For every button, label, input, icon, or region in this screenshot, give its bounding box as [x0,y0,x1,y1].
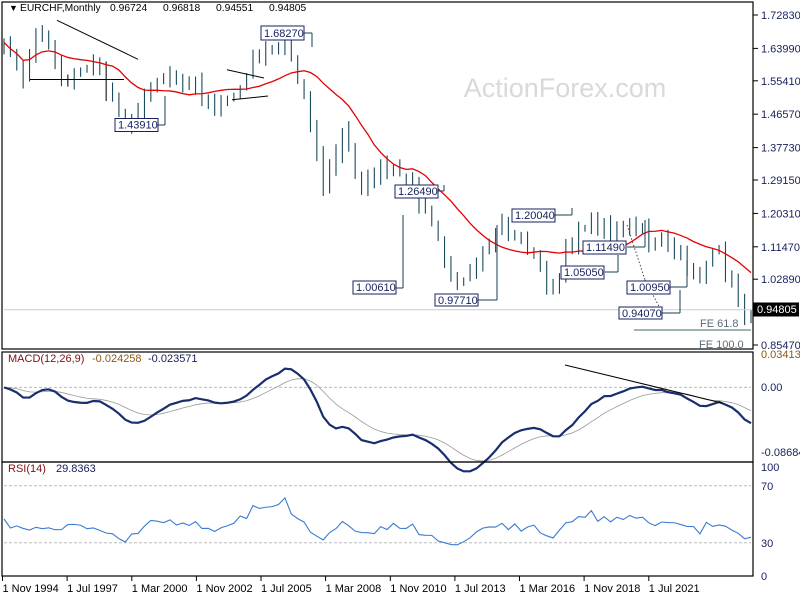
svg-text:1.11470: 1.11470 [761,242,800,254]
svg-text:0.85470: 0.85470 [761,340,800,352]
svg-text:1.63990: 1.63990 [761,43,800,55]
svg-text:1 Nov 2002: 1 Nov 2002 [196,583,252,595]
svg-text:1.68270: 1.68270 [264,28,304,40]
svg-text:100: 100 [761,462,779,474]
svg-text:70: 70 [761,481,773,493]
svg-text:0.94070: 0.94070 [622,308,662,320]
svg-text:0.94805: 0.94805 [269,3,306,14]
svg-text:0.96724: 0.96724 [110,3,147,14]
svg-text:0.00: 0.00 [761,382,782,394]
svg-text:0.96818: 0.96818 [163,3,200,14]
svg-text:-0.024258: -0.024258 [92,353,142,365]
svg-text:1 Jul 2013: 1 Jul 2013 [455,583,506,595]
svg-text:1.29150: 1.29150 [761,175,800,187]
svg-text:1.05050: 1.05050 [564,267,604,279]
svg-text:1.37730: 1.37730 [761,143,800,155]
svg-text:1 Nov 2018: 1 Nov 2018 [584,583,640,595]
svg-text:1 Mar 2016: 1 Mar 2016 [520,583,576,595]
svg-text:ActionForex.com: ActionForex.com [464,73,667,103]
svg-text:1.72830: 1.72830 [761,10,800,22]
svg-text:1.26490: 1.26490 [398,186,438,198]
svg-text:EURCHF,Monthly: EURCHF,Monthly [20,3,102,14]
svg-text:1 Jul 2005: 1 Jul 2005 [261,583,312,595]
svg-text:1.43910: 1.43910 [118,120,158,132]
svg-text:0.94551: 0.94551 [216,3,253,14]
svg-text:1 Nov 2010: 1 Nov 2010 [390,583,446,595]
svg-text:0: 0 [761,571,767,583]
svg-text:1.00610: 1.00610 [356,282,396,294]
svg-text:0.97710: 0.97710 [438,295,478,307]
svg-text:1.55410: 1.55410 [761,76,800,88]
svg-text:0.94805: 0.94805 [757,304,797,316]
svg-text:1 Jul 1997: 1 Jul 1997 [67,583,118,595]
svg-text:29.8363: 29.8363 [56,463,96,475]
svg-text:1 Mar 2000: 1 Mar 2000 [132,583,188,595]
svg-text:1 Jul 2021: 1 Jul 2021 [649,583,700,595]
svg-text:1.11490: 1.11490 [586,242,625,254]
svg-text:1.20310: 1.20310 [761,208,800,220]
svg-text:1.02890: 1.02890 [761,274,800,286]
svg-text:1.46570: 1.46570 [761,109,800,121]
svg-text:▼: ▼ [9,3,18,13]
svg-text:1.00950: 1.00950 [630,282,670,294]
svg-text:1.20040: 1.20040 [515,210,555,222]
svg-text:-0.023571: -0.023571 [148,353,198,365]
svg-text:-0.086849: -0.086849 [761,447,800,459]
svg-text:1 Mar 2008: 1 Mar 2008 [326,583,382,595]
svg-text:MACD(12,26,9): MACD(12,26,9) [8,353,84,365]
svg-text:FE 61.8: FE 61.8 [700,318,739,330]
svg-text:RSI(14): RSI(14) [8,463,46,475]
svg-text:30: 30 [761,538,773,550]
svg-text:1 Nov 1994: 1 Nov 1994 [3,583,59,595]
